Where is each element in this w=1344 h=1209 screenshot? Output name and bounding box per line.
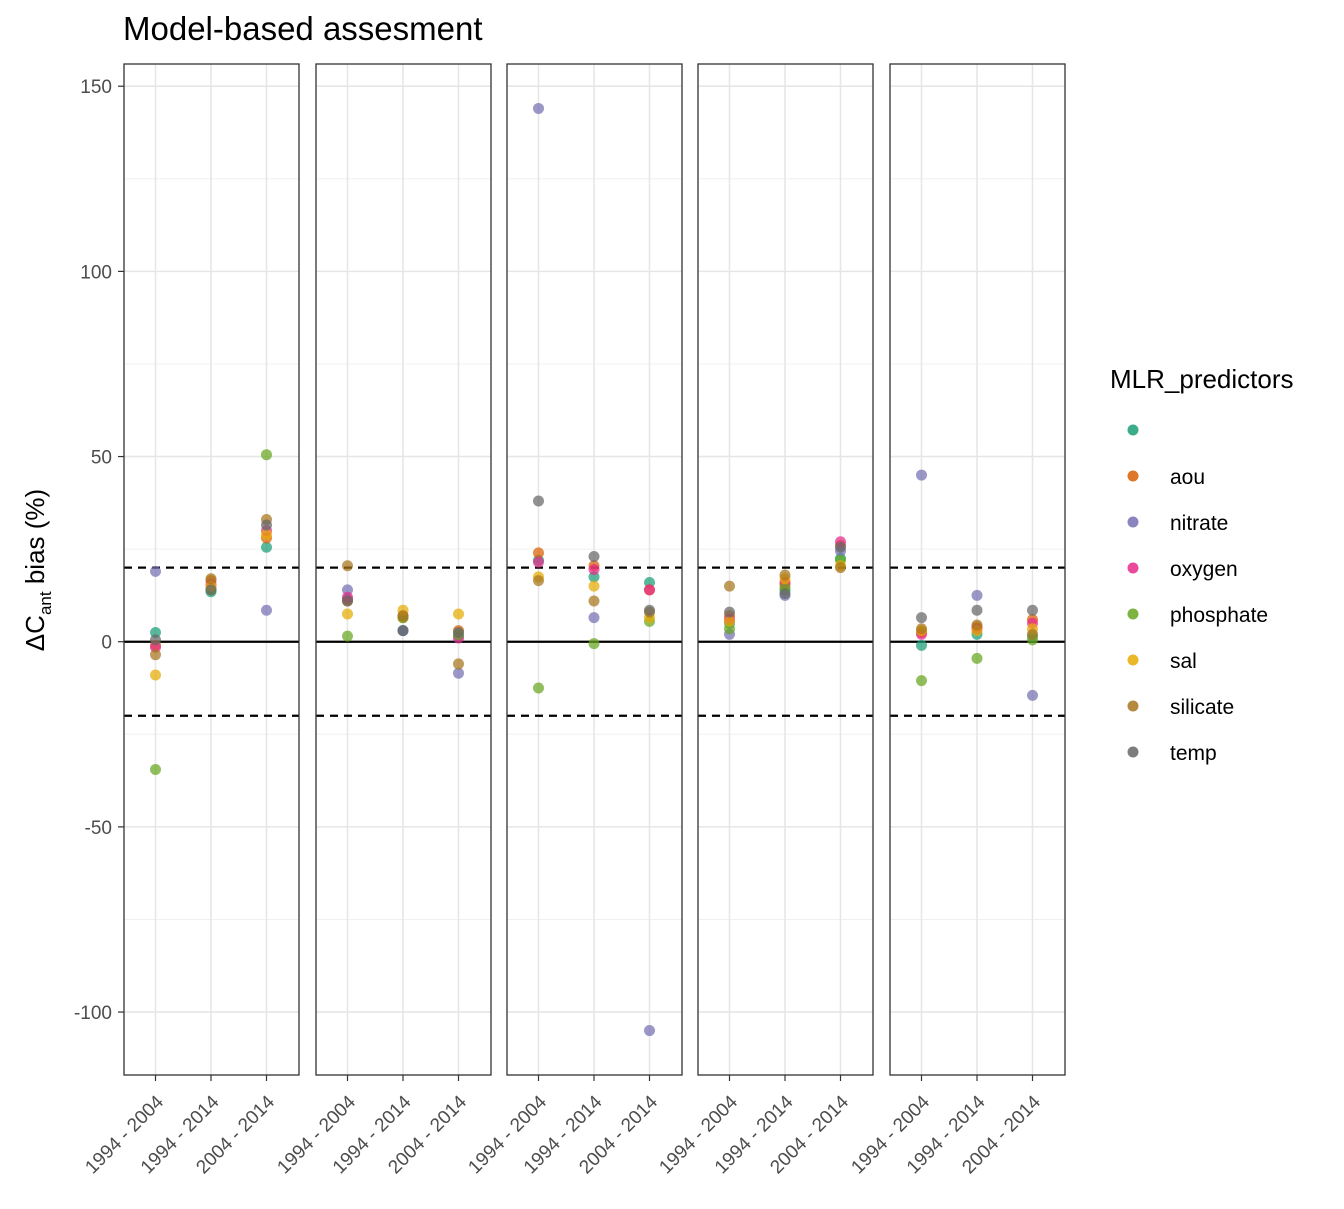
data-point-nitrate (588, 612, 600, 624)
data-point-silicate (150, 649, 161, 661)
data-point-silicate (916, 623, 927, 635)
data-point-nitrate (916, 469, 927, 481)
legend-key-temp (1127, 746, 1139, 758)
data-point-sal (724, 615, 735, 627)
legend-label: phosphate (1170, 604, 1268, 627)
data-point-nitrate (453, 667, 464, 679)
data-point-sal (342, 608, 353, 620)
data-point-silicate (397, 610, 409, 622)
data-point-oxygen (644, 584, 655, 596)
y-axis-label-prefix: ΔC (20, 615, 50, 651)
legend-key-silicate (1127, 700, 1139, 712)
data-point-silicate (971, 619, 983, 631)
data-point-unnamed (916, 639, 927, 651)
data-point-nitrate (971, 589, 983, 601)
legend-key-oxygen (1127, 562, 1139, 574)
data-point-unnamed (261, 541, 272, 553)
data-point-temp (971, 604, 983, 616)
legend-label: oxygen (1170, 558, 1238, 581)
data-point-nitrate (1027, 689, 1038, 701)
data-point-temp (205, 584, 217, 596)
legend-title: MLR_predictors (1110, 364, 1294, 394)
data-point-temp (644, 604, 655, 616)
data-point-sal (261, 528, 272, 540)
data-point-silicate (205, 573, 217, 585)
y-tick-label: -50 (85, 818, 112, 839)
legend-key-phosphate (1127, 608, 1139, 620)
chart-title: Model-based assesment (123, 10, 483, 47)
data-point-temp (342, 595, 353, 607)
data-point-nitrate (261, 604, 272, 616)
data-point-temp (261, 519, 272, 531)
data-point-temp (533, 495, 544, 507)
data-point-phosphate (150, 763, 161, 775)
legend-label: silicate (1170, 696, 1234, 719)
y-tick-label: 50 (91, 448, 112, 469)
y-tick-label: -100 (74, 1003, 112, 1024)
data-point-phosphate (342, 630, 353, 642)
data-point-temp (724, 606, 735, 618)
data-point-silicate (1027, 628, 1038, 640)
data-point-temp (835, 541, 846, 553)
data-point-nitrate (533, 102, 544, 114)
data-point-sal (150, 669, 161, 681)
data-point-silicate (779, 569, 791, 581)
data-point-silicate (533, 575, 544, 587)
legend-label: sal (1170, 650, 1197, 673)
legend-key-sal (1127, 654, 1139, 666)
legend-label: temp (1170, 742, 1217, 765)
y-tick-label: 100 (80, 262, 112, 283)
legend-label: aou (1170, 466, 1205, 489)
legend-key-aou (1127, 470, 1139, 482)
data-point-temp (453, 626, 464, 638)
y-axis-label-suffix: bias (%) (20, 489, 50, 592)
legend-key-nitrate (1127, 516, 1139, 528)
data-point-phosphate (588, 638, 600, 650)
data-point-nitrate (644, 1025, 655, 1037)
y-tick-label: 0 (101, 633, 112, 654)
data-point-temp (588, 551, 600, 563)
y-tick-label: 150 (80, 77, 112, 98)
data-point-silicate (342, 560, 353, 572)
data-point-phosphate (261, 449, 272, 461)
data-point-sal (588, 580, 600, 592)
data-point-phosphate (916, 675, 927, 687)
data-point-silicate (588, 595, 600, 607)
legend: MLR_predictors aou nitrate oxygen phosphate… (1110, 364, 1294, 765)
y-axis-label-subscript: ant (36, 591, 55, 615)
data-point-oxygen (533, 556, 544, 568)
data-point-phosphate (533, 682, 544, 694)
data-point-temp (397, 625, 409, 637)
data-point-phosphate (971, 652, 983, 664)
data-point-temp (779, 588, 791, 600)
data-point-silicate (724, 580, 735, 592)
data-point-sal (453, 608, 464, 620)
data-point-temp (916, 612, 927, 624)
data-point-oxygen (588, 564, 600, 575)
y-axis: 150 100 50 0 -50 -100 (74, 77, 124, 1024)
data-point-aou (533, 547, 544, 559)
legend-key-unnamed (1127, 424, 1139, 436)
legend-label: nitrate (1170, 512, 1228, 535)
y-axis-label: ΔCant bias (%) (20, 489, 55, 651)
data-point-temp (1027, 604, 1038, 616)
data-point-nitrate (150, 565, 161, 577)
data-point-silicate (835, 562, 846, 574)
data-point-temp (150, 634, 161, 646)
data-point-silicate (453, 658, 464, 670)
